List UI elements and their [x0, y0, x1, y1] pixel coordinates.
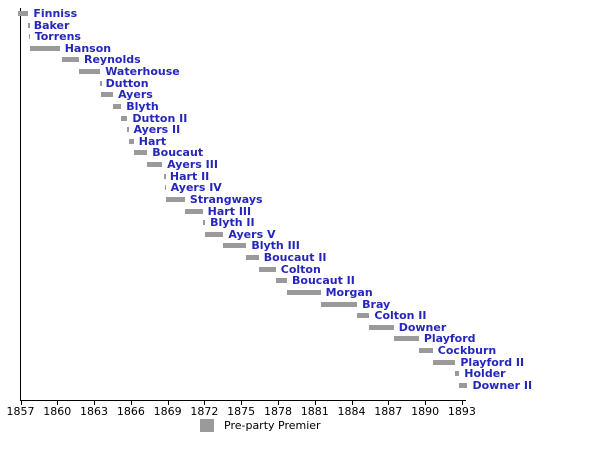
premier-name-label: Cockburn	[437, 343, 497, 357]
premier-term-bar	[184, 208, 203, 214]
premier-name-label: Blyth II	[210, 216, 255, 230]
premier-term-bar	[459, 382, 468, 388]
premier-name-label: Blyth	[126, 99, 159, 113]
premier-name-label: Holder	[464, 367, 506, 381]
premier-term-bar	[164, 185, 167, 191]
premier-term-bar	[455, 371, 460, 377]
x-axis-tick	[20, 401, 22, 405]
premier-name-label: Waterhouse	[105, 65, 180, 79]
premier-name-label: Morgan	[325, 285, 373, 299]
legend-swatch	[200, 419, 214, 432]
premier-name-label: Hart	[138, 134, 167, 148]
premier-term-bar	[320, 301, 358, 307]
premier-term-bar	[246, 255, 259, 261]
premier-name-label: Colton II	[374, 309, 427, 323]
x-axis-tick-label: 1875	[227, 405, 256, 418]
premier-name-label: Ayers	[118, 88, 153, 102]
premier-term-bar	[147, 162, 163, 168]
premier-name-label: Boucaut II	[263, 251, 327, 265]
premier-name-label: Finniss	[33, 7, 78, 20]
x-axis-tick	[277, 401, 279, 405]
x-axis-tick	[94, 401, 96, 405]
premier-name-label: Blyth III	[251, 239, 300, 253]
premier-name-label: Ayers V	[228, 227, 276, 241]
x-axis-tick	[167, 401, 169, 405]
premier-name-label: Baker	[33, 18, 70, 32]
x-axis-tick-label: 1863	[80, 405, 109, 418]
premier-term-bar	[28, 22, 30, 28]
premier-name-label: Hanson	[64, 41, 112, 55]
premier-name-label: Dutton	[105, 76, 149, 90]
premier-name-label: Downer	[398, 320, 447, 334]
premier-term-bar	[164, 173, 166, 179]
x-axis-tick	[388, 401, 390, 405]
premier-term-bar	[28, 34, 31, 40]
premier-name-label: Bray	[362, 297, 391, 311]
premier-name-label: Ayers III	[167, 158, 218, 172]
premier-term-bar	[18, 11, 29, 16]
x-axis-tick-label: 1881	[300, 405, 329, 418]
x-axis-tick	[57, 401, 59, 405]
premier-term-bar	[432, 359, 456, 365]
premier-term-bar	[78, 69, 101, 75]
x-axis-tick-label: 1887	[374, 405, 403, 418]
premier-term-bar	[61, 57, 79, 63]
y-axis-line	[20, 8, 21, 401]
premier-term-bar	[258, 266, 276, 272]
premier-name-label: Dutton II	[132, 111, 188, 125]
premier-term-bar	[100, 92, 114, 98]
premier-name-label: Ayers IV	[170, 181, 222, 195]
x-axis-tick	[204, 401, 206, 405]
x-axis-tick-label: 1866	[116, 405, 145, 418]
x-axis-tick	[425, 401, 427, 405]
premier-name-label: Hart III	[207, 204, 252, 218]
x-axis-tick-label: 1860	[43, 405, 72, 418]
legend-label: Pre-party Premier	[224, 419, 321, 432]
premier-term-bar	[202, 220, 206, 226]
premier-term-bar	[357, 313, 370, 319]
x-axis-tick-label: 1857	[6, 405, 35, 418]
premier-term-bar	[369, 324, 394, 330]
premier-term-bar	[127, 127, 129, 133]
x-axis-tick-label: 1878	[263, 405, 292, 418]
x-axis-tick	[241, 401, 243, 405]
premier-term-bar	[29, 45, 60, 51]
premier-term-bar	[121, 115, 128, 121]
x-axis-tick	[314, 401, 316, 405]
premier-term-bar	[205, 231, 224, 237]
premier-term-bar	[223, 243, 247, 249]
premier-name-label: Boucaut II	[292, 274, 355, 288]
premier-term-bar	[128, 138, 134, 144]
premier-term-bar	[287, 289, 321, 295]
x-axis-tick-label: 1872	[190, 405, 219, 418]
x-axis-tick-label: 1869	[153, 405, 182, 418]
premier-name-label: Ayers II	[133, 123, 181, 137]
premier-term-bar	[100, 80, 102, 86]
premier-name-label: Playford II	[460, 355, 525, 369]
x-axis-tick	[461, 401, 463, 405]
premier-term-bar	[393, 336, 419, 342]
x-axis-tick-label: 1884	[337, 405, 366, 418]
x-axis-tick	[351, 401, 353, 405]
x-axis-tick	[130, 401, 132, 405]
premier-term-bar	[113, 103, 122, 109]
legend: Pre-party Premier	[200, 419, 321, 432]
premier-term-bar	[165, 196, 185, 202]
premier-term-bar	[133, 150, 148, 156]
premier-term-bar	[418, 347, 433, 353]
premier-name-label: Playford	[423, 332, 476, 346]
premier-name-label: Torrens	[34, 30, 81, 44]
premier-name-label: Hart II	[169, 169, 210, 183]
premier-name-label: Boucaut	[152, 146, 204, 160]
premier-name-label: Strangways	[189, 192, 263, 206]
x-axis-line	[20, 400, 466, 401]
premier-name-label: Reynolds	[83, 53, 141, 67]
x-axis-tick-label: 1893	[447, 405, 476, 418]
premier-name-label: Colton	[280, 262, 321, 276]
premier-name-label: Downer II	[472, 378, 533, 392]
x-axis-tick-label: 1890	[411, 405, 440, 418]
premier-term-bar	[275, 278, 288, 284]
